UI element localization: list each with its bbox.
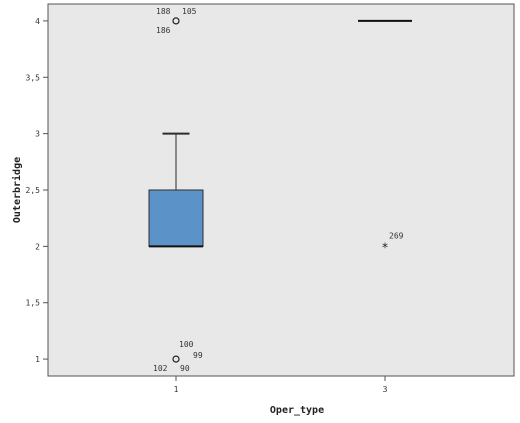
- y-axis-title: Outerbridge: [11, 157, 23, 223]
- outlier-circle: [172, 355, 180, 363]
- y-tick-label: 3,5: [26, 73, 41, 82]
- outlier-label: 102: [153, 364, 168, 373]
- outlier-label: 100: [179, 340, 194, 349]
- x-tick-label: 1: [174, 385, 179, 394]
- outlier-star: *: [381, 240, 388, 254]
- y-axis: 1 1,5 2 2,5 3 3,5 4: [26, 17, 48, 364]
- box-1: [148, 189, 204, 247]
- x-tick-label: 3: [383, 385, 388, 394]
- outlier-label: 90: [180, 364, 190, 373]
- x-axis-title: Oper_type: [270, 405, 324, 416]
- y-tick-label: 1: [35, 355, 40, 364]
- y-tick-label: 2: [35, 242, 40, 251]
- outlier-label: 186: [156, 26, 171, 35]
- outlier-label: 99: [193, 351, 203, 360]
- y-tick-label: 3: [35, 130, 40, 139]
- outlier-series: 188 105 186 100 99 102 90 *269: [153, 7, 404, 373]
- outlier-label: 188: [156, 7, 171, 16]
- outlier-circle: [172, 17, 180, 25]
- outlier-label: 105: [182, 7, 197, 16]
- y-tick-label: 2,5: [26, 186, 41, 195]
- outlier-label: 269: [389, 231, 404, 240]
- y-tick-label: 4: [35, 17, 40, 26]
- plot-area: [47, 3, 515, 377]
- box-series: [148, 19, 412, 248]
- y-tick-label: 1,5: [26, 299, 41, 308]
